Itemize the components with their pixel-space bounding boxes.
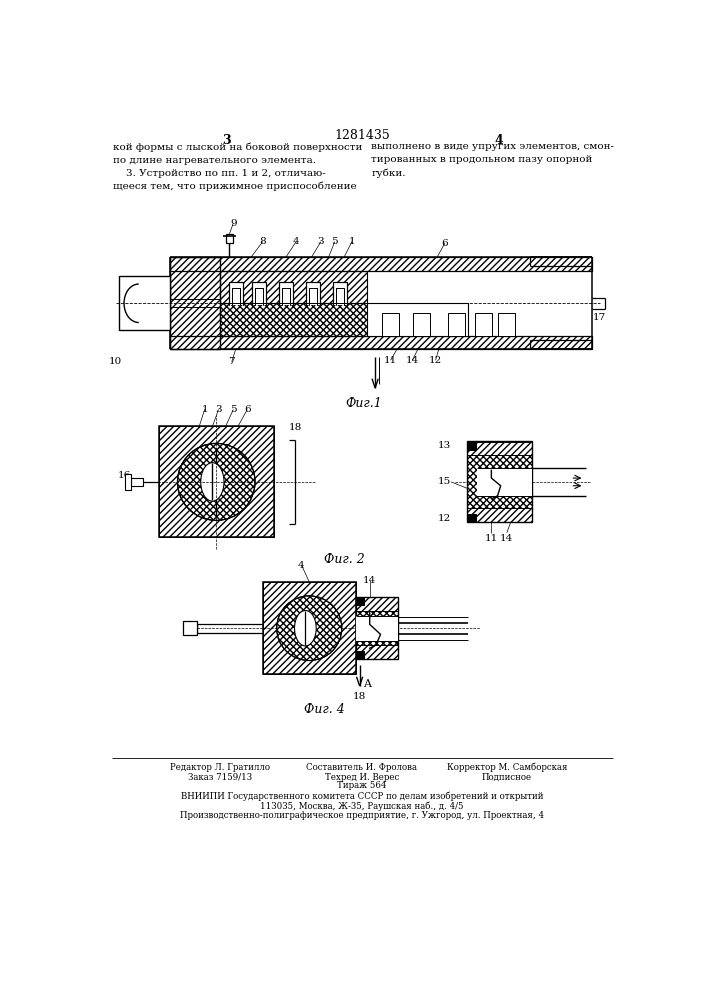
Text: 14: 14 xyxy=(406,356,419,365)
Bar xyxy=(170,257,220,349)
Bar xyxy=(467,442,476,450)
Text: выполнено в виде упругих элементов, смон-
тированных в продольном пазу опорной
г: выполнено в виде упругих элементов, смон… xyxy=(371,142,614,178)
Text: 1281435: 1281435 xyxy=(334,129,390,142)
Text: 14: 14 xyxy=(501,534,513,543)
Text: 4: 4 xyxy=(293,237,299,246)
Text: 13: 13 xyxy=(438,441,451,450)
Bar xyxy=(279,282,293,305)
Text: Корректор М. Самборская: Корректор М. Самборская xyxy=(447,763,567,772)
Bar xyxy=(467,455,532,508)
Text: 6: 6 xyxy=(244,405,250,414)
Bar xyxy=(356,611,398,645)
Bar xyxy=(475,312,492,336)
Bar xyxy=(333,282,347,305)
Text: Производственно-полиграфическое предприятие, г. Ужгород, ул. Проектная, 4: Производственно-полиграфическое предприя… xyxy=(180,811,544,820)
Bar xyxy=(467,514,476,522)
Text: Редактор Л. Гратилло: Редактор Л. Гратилло xyxy=(170,763,270,772)
Text: 3: 3 xyxy=(215,405,222,414)
Bar xyxy=(356,597,398,611)
Bar xyxy=(413,312,430,336)
Bar xyxy=(183,621,197,635)
Bar xyxy=(228,282,243,305)
Bar xyxy=(356,597,398,659)
Text: 113035, Москва, Ж-35, Раушская наб., д. 4/5: 113035, Москва, Ж-35, Раушская наб., д. … xyxy=(260,801,464,811)
Circle shape xyxy=(177,443,255,520)
Text: Фиг. 2: Фиг. 2 xyxy=(324,553,365,566)
Bar xyxy=(356,597,363,605)
Bar xyxy=(467,441,532,522)
Bar xyxy=(159,426,274,537)
Bar xyxy=(226,234,233,243)
Bar xyxy=(382,312,399,336)
Bar xyxy=(131,478,144,486)
Text: Фиг. 4: Фиг. 4 xyxy=(305,703,345,716)
Bar xyxy=(448,312,465,336)
Text: 18: 18 xyxy=(353,692,366,701)
Bar xyxy=(170,336,592,349)
Text: 4: 4 xyxy=(495,134,503,147)
Ellipse shape xyxy=(201,463,224,501)
Bar xyxy=(263,582,356,674)
Text: 18: 18 xyxy=(288,423,302,432)
Circle shape xyxy=(276,596,341,661)
Bar xyxy=(170,336,592,349)
Ellipse shape xyxy=(295,610,316,646)
Text: 7: 7 xyxy=(228,357,235,366)
Bar xyxy=(220,303,368,336)
Text: 3: 3 xyxy=(222,134,230,147)
Bar xyxy=(306,282,320,305)
Bar xyxy=(368,303,468,336)
Text: 11: 11 xyxy=(485,534,498,543)
Text: A: A xyxy=(363,679,371,689)
Text: 8: 8 xyxy=(259,237,266,246)
Text: 12: 12 xyxy=(429,356,442,365)
Text: 3: 3 xyxy=(317,237,325,246)
Text: Заказ 7159/13: Заказ 7159/13 xyxy=(188,773,252,782)
Bar xyxy=(220,271,368,303)
Bar xyxy=(356,645,398,659)
Text: Тираж 564: Тираж 564 xyxy=(337,781,387,790)
Text: 15: 15 xyxy=(438,477,451,486)
Text: 5: 5 xyxy=(332,237,338,246)
Bar xyxy=(119,276,170,330)
Bar xyxy=(170,257,592,271)
Text: Техред И. Верес: Техред И. Верес xyxy=(325,773,399,782)
Bar xyxy=(170,257,220,349)
Text: 5: 5 xyxy=(230,405,237,414)
Text: 12: 12 xyxy=(438,514,451,523)
Text: Подписное: Подписное xyxy=(481,773,532,782)
Bar xyxy=(467,442,532,456)
Text: 4: 4 xyxy=(298,561,305,570)
Bar xyxy=(467,508,532,522)
Text: 11: 11 xyxy=(384,356,397,365)
Bar xyxy=(498,312,515,336)
Bar xyxy=(356,651,363,659)
Text: 17: 17 xyxy=(593,313,607,322)
Text: кой формы с лыской на боковой поверхности
по длине нагревательного элемента.
   : кой формы с лыской на боковой поверхност… xyxy=(113,142,363,191)
Bar xyxy=(477,468,532,496)
Text: 6: 6 xyxy=(442,239,448,248)
Bar xyxy=(252,282,266,305)
Text: 10: 10 xyxy=(109,357,122,366)
Bar xyxy=(356,616,398,641)
Text: 1: 1 xyxy=(201,405,208,414)
Bar xyxy=(159,426,274,537)
Text: 14: 14 xyxy=(363,576,376,585)
Text: Составитель И. Фролова: Составитель И. Фролова xyxy=(306,763,417,772)
Text: 1: 1 xyxy=(349,237,355,246)
Bar xyxy=(220,271,368,303)
Text: ВНИИПИ Государственного комитета СССР по делам изобретений и открытий: ВНИИПИ Государственного комитета СССР по… xyxy=(181,791,543,801)
Bar xyxy=(220,303,368,336)
Text: 9: 9 xyxy=(230,219,237,228)
Text: 16: 16 xyxy=(117,471,131,480)
Bar xyxy=(170,257,592,271)
Bar xyxy=(263,582,356,674)
Text: Фиг.1: Фиг.1 xyxy=(345,397,382,410)
Bar xyxy=(125,474,131,490)
